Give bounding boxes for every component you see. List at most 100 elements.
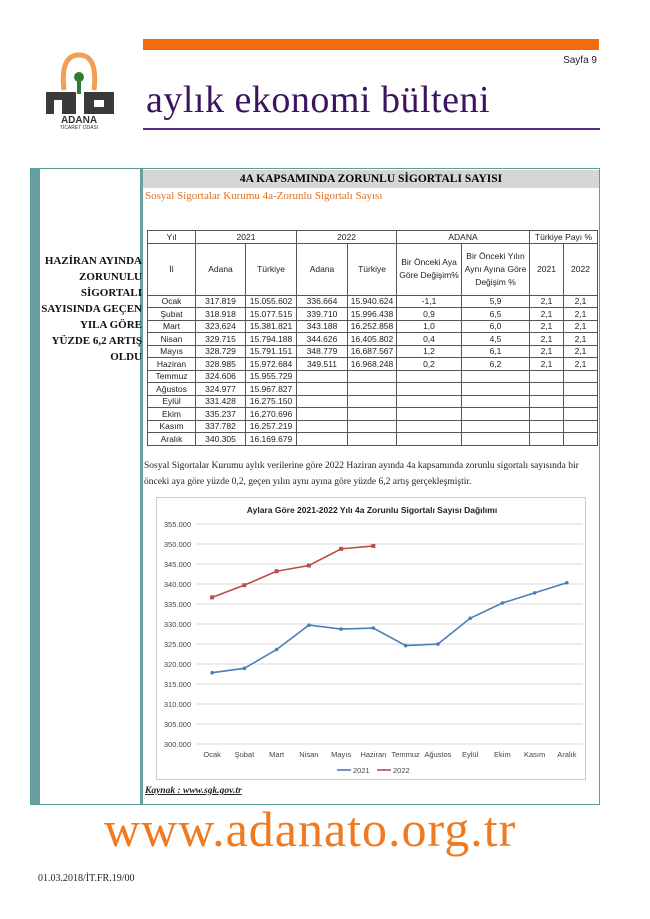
sidebar-line: ZORUNULU [79,271,142,283]
header-cell: 2021 [529,242,564,296]
table-cell [563,432,598,446]
table-cell [296,419,348,433]
x-tick-label: Ekim [494,750,511,759]
table-cell: Aralık [147,432,196,446]
x-tick-label: Ocak [203,750,221,759]
table-cell: 2,1 [529,357,564,371]
table-cell: 1,0 [396,319,462,333]
y-tick-label: 310.000 [164,700,191,709]
x-tick-label: Aralık [557,750,576,759]
table-cell [529,419,564,433]
table-cell: 15.972.684 [245,357,297,371]
data-point-2021 [565,580,569,585]
y-tick-label: 315.000 [164,680,191,689]
table-cell: Haziran [147,357,196,371]
table-cell: Ekim [147,407,196,421]
data-point-2022 [306,563,311,568]
table-cell [296,407,348,421]
content-frame [30,168,600,805]
table-cell: 336.664 [296,294,348,308]
table-cell [461,432,530,446]
table-cell: Ağustos [147,382,196,396]
table-cell: -1,1 [396,294,462,308]
sidebar-line: OLDU [110,351,142,363]
table-cell: 335.237 [195,407,246,421]
table-cell [461,407,530,421]
line-chart: Aylara Göre 2021-2022 Yılı 4a Zorunlu Si… [156,497,586,780]
table-cell [563,419,598,433]
table-cell: 0,9 [396,307,462,321]
table-cell: 344.626 [296,332,348,346]
table-cell [563,369,598,383]
x-tick-label: Mart [269,750,285,759]
header-cell: Adana [296,242,348,296]
table-cell [347,394,397,408]
table-cell: Eylül [147,394,196,408]
table-cell: 329.715 [195,332,246,346]
table-cell [396,369,462,383]
table-row: Temmuz 324.606 15.955.729 [147,369,598,383]
table-cell: 324.606 [195,369,246,383]
table-cell: 340.305 [195,432,246,446]
table-cell: 2,1 [563,332,598,346]
insured-table: Yıl 2021 2022 ADANA Türkiye Payı % İl Ad… [147,230,598,446]
table-cell: Temmuz [147,369,196,383]
table-cell: 339.710 [296,307,348,321]
series-line-2021 [212,582,568,674]
section-subtitle: Sosyal Sigortalar Kurumu 4a-Zorunlu Sigo… [145,190,383,202]
table-cell: 16.169.679 [245,432,297,446]
website-url[interactable]: www.adanato.org.tr [104,801,517,857]
y-tick-label: 330.000 [164,620,191,629]
data-point-2022 [242,583,247,588]
table-cell [296,382,348,396]
data-point-2022 [339,546,344,551]
document-code: 01.03.2018/İT.FR.19/00 [38,873,135,884]
table-cell: 6,1 [461,344,530,358]
table-cell: 15.940.624 [347,294,397,308]
data-point-2021 [436,642,440,646]
header-cell: Türkiye Payı % [529,230,598,244]
table-row: Ekim 335.237 16.270.696 [147,407,598,421]
table-cell: 6,0 [461,319,530,333]
header-cell: İl [147,242,196,296]
summary-paragraph: Sosyal Sigortalar Kurumu aylık verilerin… [144,461,579,487]
table-cell: 16.270.696 [245,407,297,421]
table-cell [396,419,462,433]
table-cell: 16.968.248 [347,357,397,371]
sidebar-line: SAYISINDA GEÇEN [41,303,142,315]
section-title: 4A KAPSAMINDA ZORUNLU SİGORTALI SAYISI [143,170,599,188]
y-tick-label: 335.000 [164,600,191,609]
table-cell [396,407,462,421]
data-point-2021 [371,626,376,630]
header-cell: Adana [195,242,246,296]
table-cell: 15.791.151 [245,344,297,358]
source-link[interactable]: Kaynak : www.sgk.gov.tr [145,786,242,796]
table-cell [529,382,564,396]
table-cell [396,382,462,396]
table-cell: Nisan [147,332,196,346]
svg-text:TİCARET ODASI: TİCARET ODASI [60,124,98,130]
sidebar-line: YÜZDE 6,2 ARTIŞ [51,335,142,347]
table-cell: 6,2 [461,357,530,371]
y-tick-label: 305.000 [164,720,191,729]
header-cell: 2021 [195,230,297,244]
table-cell: 2,1 [563,357,598,371]
table-cell: 2,1 [529,332,564,346]
table-row: Mart 323.624 15.381.821 343.188 16.252.858 1,… [147,319,598,333]
table-cell: Ocak [147,294,196,308]
table-cell: 2,1 [563,344,598,358]
sidebar-line: HAZİRAN AYINDA [44,255,142,267]
series-line-2022 [211,545,374,599]
table-cell [529,407,564,421]
table-cell [396,432,462,446]
title-underline [143,128,600,130]
header-cell: 2022 [296,230,397,244]
table-cell [461,369,530,383]
table-group-header: Yıl 2021 2022 ADANA Türkiye Payı % [147,230,598,244]
table-cell: 6,5 [461,307,530,321]
table-cell: 16.687.567 [347,344,397,358]
left-accent-bar [31,169,40,804]
table-cell: 324.977 [195,382,246,396]
data-point-2021 [307,623,311,627]
table-row: Ocak 317.819 15.055.602 336.664 15.940.624 -1… [147,294,598,308]
